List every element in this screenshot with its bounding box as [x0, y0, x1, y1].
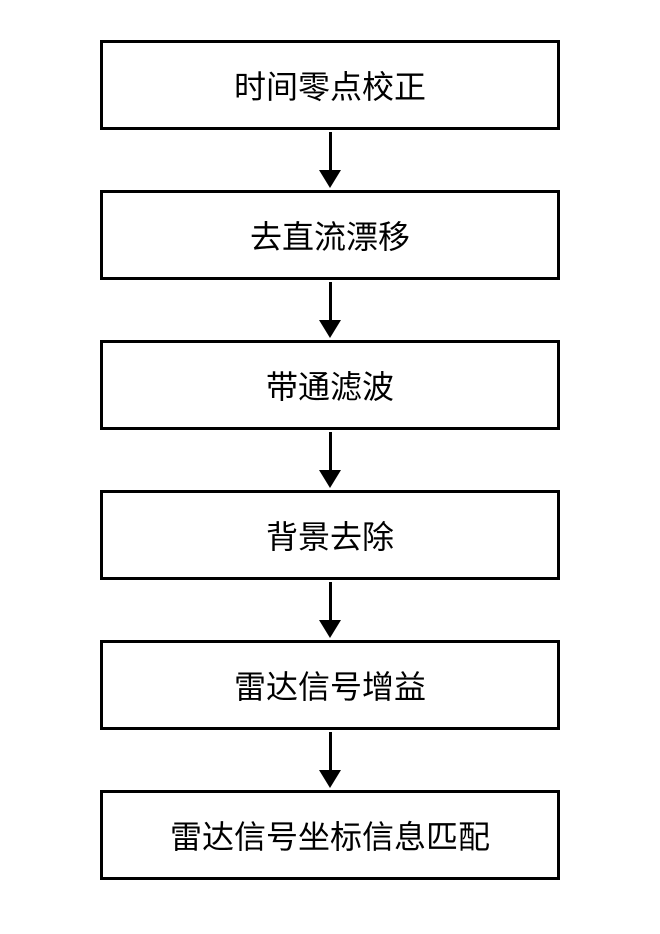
flow-arrow — [319, 730, 341, 790]
flow-node-label: 去直流漂移 — [250, 212, 410, 258]
flow-node-step3: 带通滤波 — [100, 340, 560, 430]
flow-node-label: 雷达信号增益 — [234, 662, 426, 708]
flow-arrow — [319, 580, 341, 640]
flowchart-container: 时间零点校正 去直流漂移 带通滤波 背景去除 雷达信号增益 雷达信号坐标信息匹配 — [100, 40, 560, 880]
flow-node-label: 背景去除 — [266, 512, 394, 558]
arrow-head-icon — [319, 620, 341, 638]
arrow-line — [329, 132, 332, 170]
flow-node-step2: 去直流漂移 — [100, 190, 560, 280]
flow-node-step6: 雷达信号坐标信息匹配 — [100, 790, 560, 880]
arrow-head-icon — [319, 770, 341, 788]
flow-node-step1: 时间零点校正 — [100, 40, 560, 130]
arrow-head-icon — [319, 320, 341, 338]
flow-arrow — [319, 130, 341, 190]
arrow-line — [329, 732, 332, 770]
flow-node-step4: 背景去除 — [100, 490, 560, 580]
flow-arrow — [319, 280, 341, 340]
arrow-line — [329, 582, 332, 620]
arrow-line — [329, 282, 332, 320]
flow-node-label: 雷达信号坐标信息匹配 — [170, 812, 490, 858]
arrow-line — [329, 432, 332, 470]
flow-node-label: 带通滤波 — [266, 362, 394, 408]
flow-arrow — [319, 430, 341, 490]
arrow-head-icon — [319, 170, 341, 188]
flow-node-label: 时间零点校正 — [234, 62, 426, 108]
arrow-head-icon — [319, 470, 341, 488]
flow-node-step5: 雷达信号增益 — [100, 640, 560, 730]
